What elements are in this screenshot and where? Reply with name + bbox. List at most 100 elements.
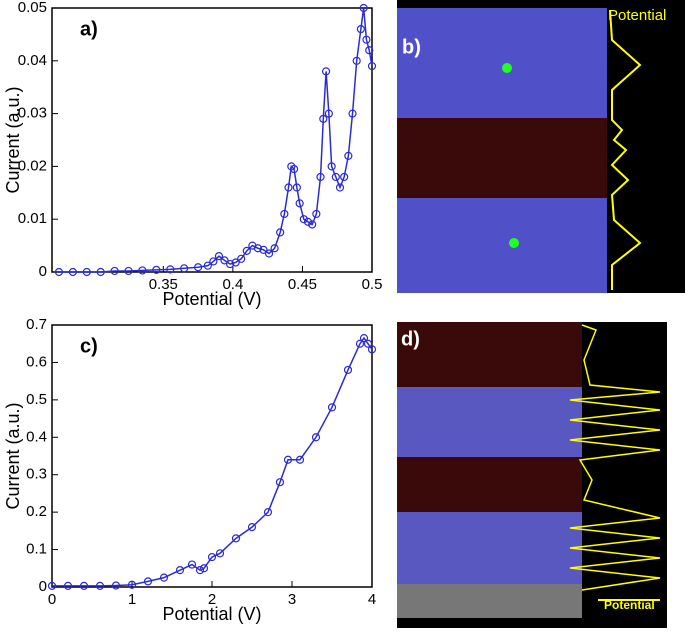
data-point xyxy=(280,209,289,219)
data-point xyxy=(207,552,217,562)
data-point xyxy=(253,244,263,253)
y-tick-label: 0.4 xyxy=(26,428,47,445)
x-axis-label: Potential (V) xyxy=(162,289,261,309)
data-point xyxy=(259,245,268,254)
data-point xyxy=(215,549,225,558)
x-tick-label: 4 xyxy=(368,591,376,608)
y-tick-label: 0.01 xyxy=(18,210,47,227)
plot-frame xyxy=(51,7,373,273)
panel-label: c) xyxy=(80,335,98,357)
panel-label: a) xyxy=(80,18,98,40)
image-d: d) Potential xyxy=(397,322,667,628)
data-point xyxy=(363,339,373,348)
data-point xyxy=(231,258,240,267)
data-point xyxy=(166,265,175,274)
data-line xyxy=(52,336,373,587)
data-point xyxy=(335,183,345,192)
data-point xyxy=(276,228,285,237)
data-line xyxy=(58,7,373,273)
data-point xyxy=(193,263,203,272)
data-point xyxy=(344,151,353,160)
data-point xyxy=(111,581,121,590)
data-point xyxy=(220,256,229,265)
data-point xyxy=(312,209,321,219)
panel-label: b) xyxy=(402,36,421,58)
y-axis-label: Current (a.u.) xyxy=(3,86,23,193)
data-point xyxy=(356,25,365,34)
data-point xyxy=(231,534,241,543)
y-tick-label: 0.04 xyxy=(18,52,47,69)
data-point xyxy=(209,257,218,266)
data-point xyxy=(299,215,308,224)
y-tick-label: 0 xyxy=(39,263,47,280)
data-point xyxy=(110,266,119,276)
data-point xyxy=(124,266,133,276)
x-tick-label: 0 xyxy=(48,591,56,608)
data-point xyxy=(367,345,377,354)
data-point xyxy=(331,172,340,182)
data-point xyxy=(316,172,325,182)
data-point xyxy=(295,199,304,208)
data-point xyxy=(95,581,105,590)
data-point xyxy=(214,252,224,261)
data-point xyxy=(247,523,257,532)
data-point xyxy=(362,35,371,44)
data-point xyxy=(311,433,321,442)
data-point xyxy=(359,3,368,13)
data-point xyxy=(340,172,349,182)
data-point xyxy=(54,267,64,277)
data-point xyxy=(242,246,251,255)
data-point xyxy=(348,109,357,118)
data-point xyxy=(367,61,377,71)
image-b: b) Potential xyxy=(397,0,685,293)
data-point xyxy=(263,508,273,517)
data-point xyxy=(96,267,105,277)
data-point xyxy=(79,581,89,590)
data-point xyxy=(292,183,301,192)
data-point xyxy=(327,162,336,171)
data-point xyxy=(283,455,293,464)
data-point xyxy=(175,566,185,575)
data-point xyxy=(63,581,73,590)
data-point xyxy=(275,478,285,487)
data-point xyxy=(343,365,353,375)
data-point xyxy=(152,265,161,274)
data-point xyxy=(47,581,57,590)
data-point xyxy=(143,577,153,586)
plot-frame xyxy=(51,324,373,588)
data-point xyxy=(327,403,337,412)
x-tick-label: 0.4 xyxy=(222,276,243,293)
data-point xyxy=(324,109,333,118)
potential-label: Potential xyxy=(604,598,655,612)
y-tick-label: 0.02 xyxy=(18,157,47,174)
x-tick-label: 0.5 xyxy=(362,276,383,293)
data-point xyxy=(295,455,305,464)
data-point xyxy=(308,220,317,229)
y-tick-label: 0.03 xyxy=(18,105,47,122)
y-tick-label: 0.7 xyxy=(26,316,47,333)
y-tick-label: 0 xyxy=(39,578,47,595)
chart: 0 1 2 3 4 0 0.1 0.2 0.3 0.4 0.5 0.6 0.7 Potential (V)… xyxy=(3,316,376,624)
data-point xyxy=(270,244,279,253)
y-tick-label: 0.5 xyxy=(26,391,47,408)
data-point xyxy=(225,259,235,269)
data-point xyxy=(237,254,246,263)
y-tick-label: 0.3 xyxy=(26,466,47,483)
data-point xyxy=(138,266,147,275)
x-tick-label: 1 xyxy=(128,591,136,608)
data-point xyxy=(287,162,296,171)
y-tick-label: 0.2 xyxy=(26,503,47,520)
data-point xyxy=(159,573,169,582)
y-axis-label: Current (a.u.) xyxy=(3,402,23,509)
x-axis-label: Potential (V) xyxy=(162,604,261,624)
data-point xyxy=(359,334,369,343)
y-tick-label: 0.1 xyxy=(26,541,47,558)
data-point xyxy=(352,56,361,65)
data-point xyxy=(321,67,331,76)
data-point xyxy=(199,564,209,573)
data-point xyxy=(355,339,365,348)
data-point xyxy=(180,264,189,273)
data-point xyxy=(284,183,293,192)
chart: 0.35 0.4 0.45 0.5 0 0.01 0.02 0.03 0.04 0.05 Poten… xyxy=(3,0,383,309)
